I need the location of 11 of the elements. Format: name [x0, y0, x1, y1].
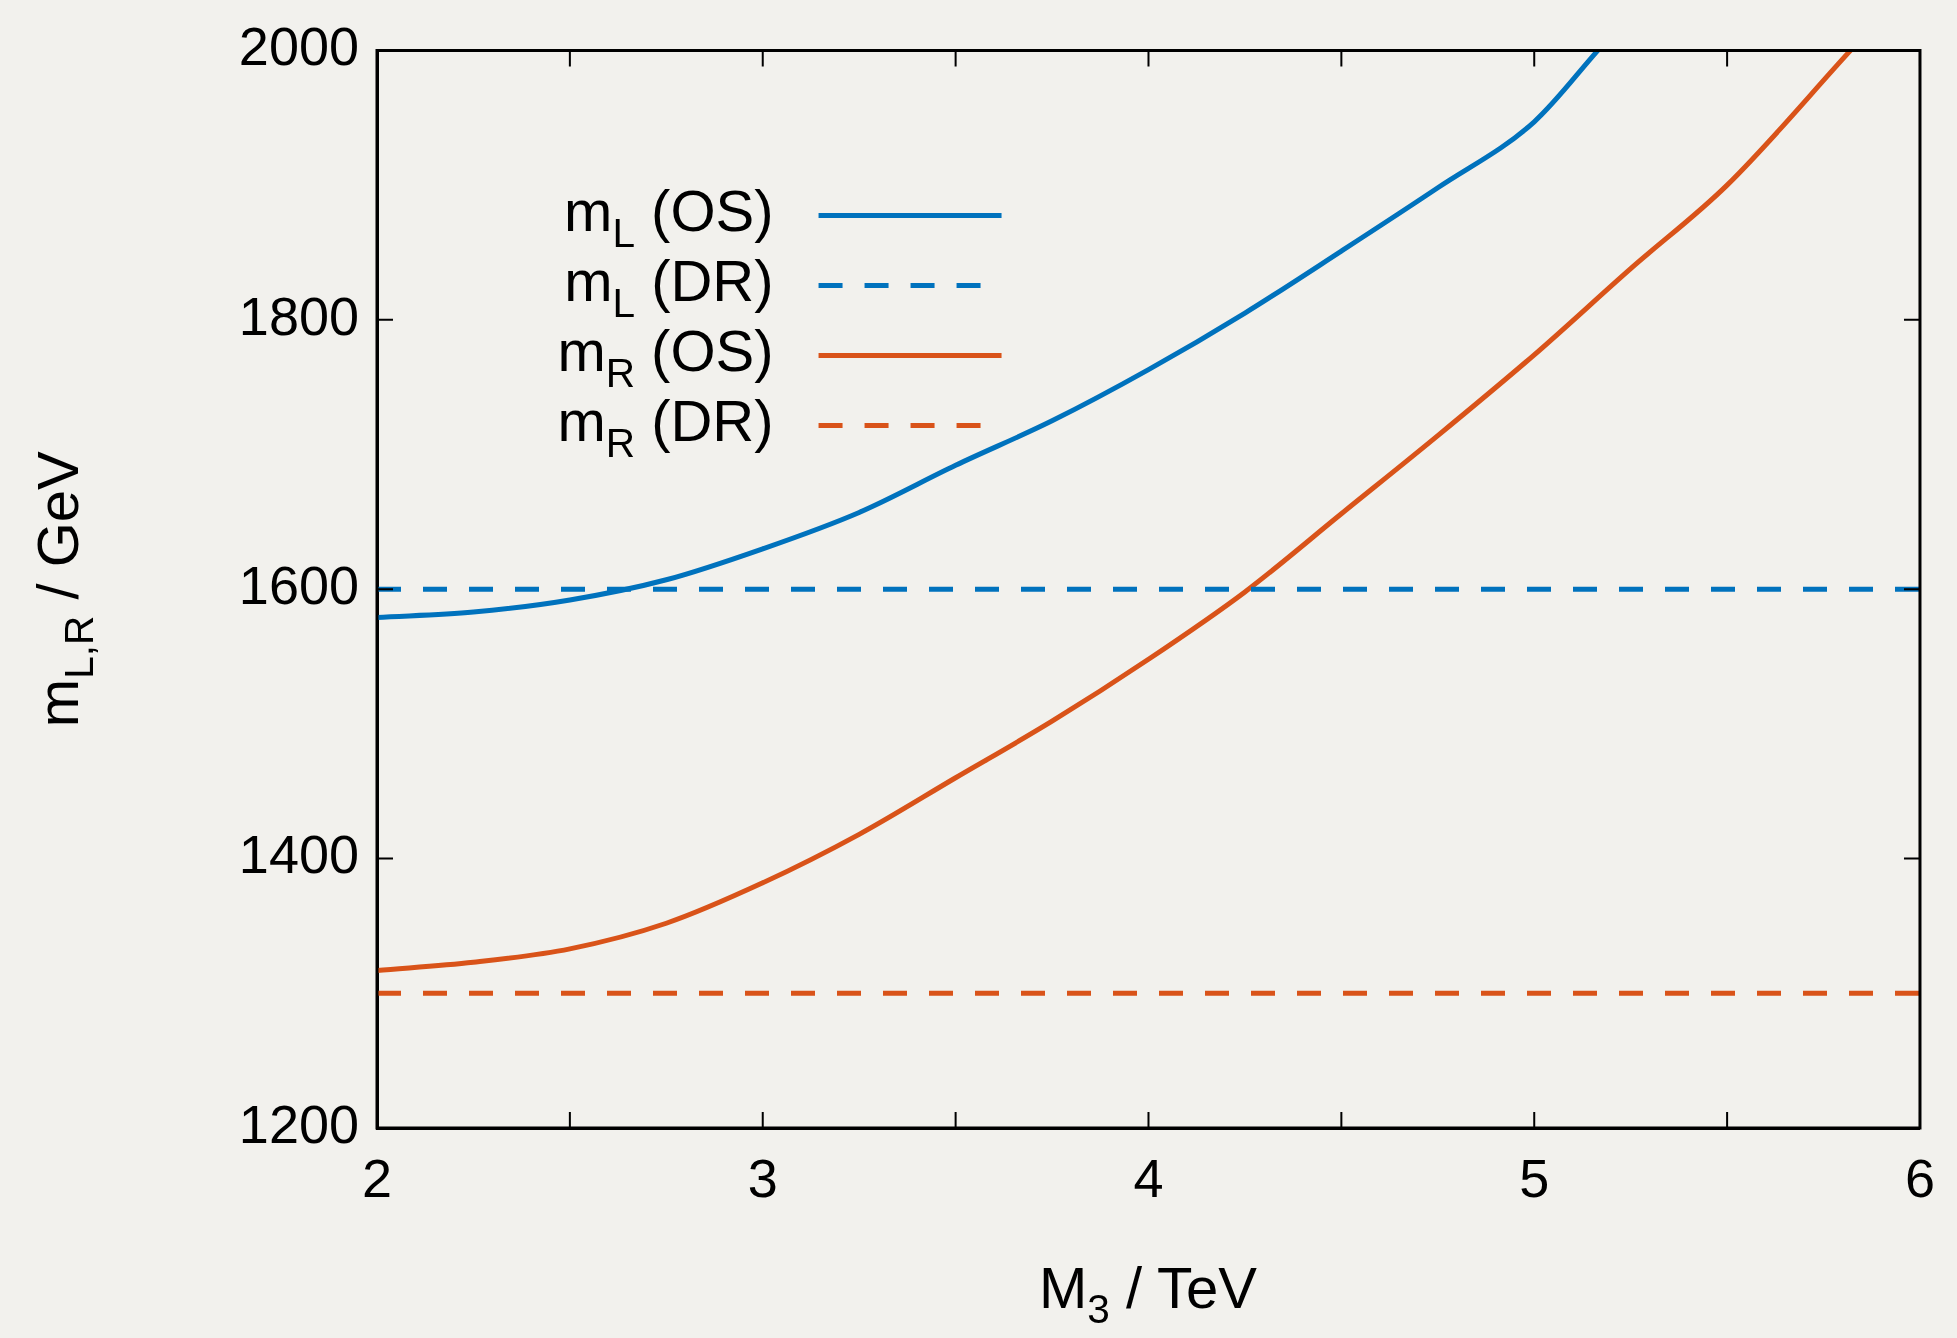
y-tick-label: 1800: [238, 285, 359, 346]
x-tick-label: 3: [747, 1148, 778, 1209]
y-tick-label: 1600: [238, 555, 359, 616]
y-tick-label: 1200: [238, 1093, 359, 1154]
y-axis-title: mL,R / GeV: [25, 450, 103, 728]
y-tick-label: 1400: [238, 824, 359, 885]
x-tick-label: 2: [361, 1148, 393, 1209]
y-tick-label: 2000: [238, 16, 359, 77]
x-tick-label: 4: [1133, 1148, 1164, 1209]
x-tick-label: 5: [1519, 1148, 1550, 1209]
x-tick-label: 6: [1904, 1148, 1936, 1209]
